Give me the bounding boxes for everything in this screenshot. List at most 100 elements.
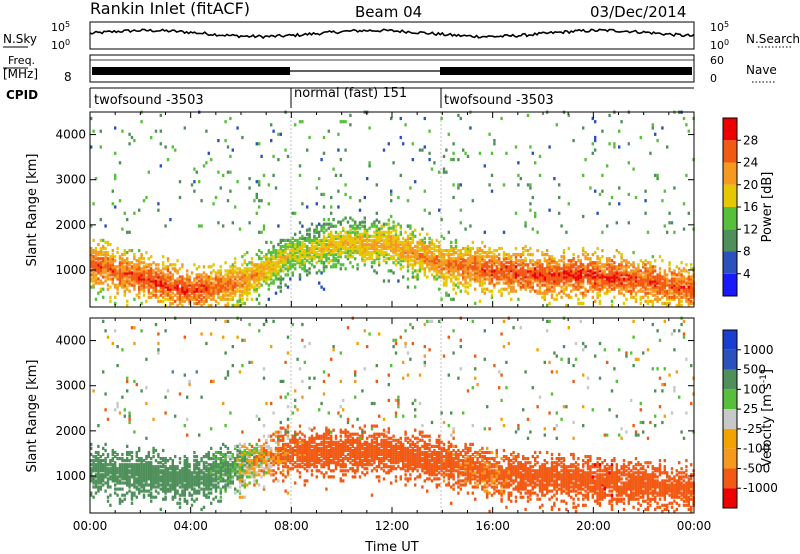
heatmap-cell	[574, 261, 578, 265]
heatmap-cell	[308, 234, 311, 238]
heatmap-cell	[354, 238, 357, 242]
heatmap-cell	[543, 259, 546, 263]
heatmap-cell	[402, 255, 405, 259]
heatmap-cell	[594, 285, 597, 289]
heatmap-cell	[584, 287, 587, 291]
heatmap-cell	[562, 265, 566, 269]
heatmap-cell	[250, 275, 254, 279]
heatmap-cell	[267, 277, 270, 281]
heatmap-cell	[318, 269, 321, 273]
heatmap-cell	[253, 275, 256, 279]
heatmap-cell	[426, 259, 429, 263]
heatmap-cell	[313, 251, 316, 255]
heatmap-cell	[522, 277, 525, 281]
heatmap-cell	[104, 253, 107, 257]
heatmap-cell	[162, 279, 165, 283]
heatmap-cell	[190, 481, 194, 485]
heatmap-cell	[594, 275, 597, 279]
heatmap-cell	[279, 259, 282, 263]
heatmap-cell	[397, 195, 400, 200]
heatmap-cell	[246, 297, 249, 301]
heatmap-cell	[291, 263, 294, 267]
heatmap-cell	[632, 277, 635, 281]
heatmap-cell	[358, 221, 362, 225]
heatmap-cell	[690, 267, 693, 271]
heatmap-cell	[142, 199, 146, 203]
heatmap-cell	[186, 433, 189, 437]
heatmap-cell	[145, 277, 148, 281]
heatmap-cell	[190, 297, 194, 301]
heatmap-cell	[548, 301, 551, 305]
heatmap-cell	[342, 228, 345, 232]
heatmap-cell	[226, 273, 230, 277]
heatmap-cell	[606, 279, 609, 283]
heatmap-cell	[318, 238, 321, 242]
heatmap-cell	[210, 465, 213, 469]
heatmap-cell	[118, 277, 122, 281]
heatmap-cell	[654, 259, 657, 263]
heatmap-cell	[430, 242, 434, 247]
heatmap-cell	[589, 273, 592, 277]
heatmap-cell	[147, 455, 150, 459]
heatmap-cell	[351, 251, 354, 255]
heatmap-cell	[188, 471, 191, 475]
heatmap-cell	[219, 479, 222, 483]
heatmap-cell	[442, 257, 446, 261]
heatmap-cell	[289, 253, 292, 257]
heatmap-cell	[409, 224, 412, 228]
heatmap-cell	[190, 497, 194, 501]
heatmap-cell	[450, 267, 453, 271]
heatmap-cell	[94, 469, 98, 473]
heatmap-cell	[145, 455, 148, 459]
heatmap-cell	[123, 293, 126, 297]
heatmap-cell	[574, 273, 578, 277]
heatmap-cell	[97, 463, 100, 467]
heatmap-cell	[130, 457, 134, 461]
heatmap-cell	[202, 287, 206, 291]
heatmap-cell	[637, 275, 640, 279]
heatmap-cell	[207, 279, 210, 283]
heatmap-cell	[200, 487, 203, 491]
heatmap-cell	[171, 497, 174, 501]
heatmap-cell	[104, 263, 107, 267]
heatmap-cell	[514, 257, 518, 261]
heatmap-cell	[147, 277, 150, 281]
heatmap-cell	[478, 265, 482, 269]
heatmap-cell	[512, 277, 515, 281]
heatmap-cell	[106, 481, 110, 485]
heatmap-cell	[169, 279, 172, 283]
heatmap-cell	[186, 461, 189, 465]
heatmap-cell	[375, 224, 378, 228]
heatmap-cell	[193, 189, 196, 193]
heatmap-cell	[370, 242, 374, 247]
heatmap-cell	[658, 277, 662, 281]
noise-right-label: N.Search	[746, 32, 800, 46]
heatmap-cell	[157, 351, 160, 355]
heatmap-cell	[457, 253, 460, 257]
heatmap-cell	[301, 255, 304, 259]
heatmap-cell	[166, 283, 170, 287]
heatmap-cell	[649, 281, 652, 285]
heatmap-cell	[450, 249, 453, 253]
heatmap-cell	[406, 249, 410, 253]
heatmap-cell	[130, 465, 134, 469]
heatmap-cell	[164, 329, 167, 333]
heatmap-cell	[322, 205, 326, 209]
heatmap-cell	[613, 275, 616, 279]
heatmap-cell	[478, 267, 482, 271]
heatmap-cell	[500, 246, 503, 251]
heatmap-cell	[438, 255, 441, 259]
heatmap-cell	[150, 475, 153, 479]
heatmap-cell	[601, 173, 604, 177]
heatmap-cell	[637, 271, 640, 275]
heatmap-cell	[387, 269, 390, 273]
heatmap-cell	[116, 271, 119, 275]
heatmap-cell	[572, 273, 575, 277]
heatmap-cell	[500, 293, 503, 297]
power-colorbar-label: Power [dB]	[760, 172, 775, 243]
heatmap-cell	[327, 226, 330, 230]
heatmap-cell	[608, 269, 611, 273]
heatmap-cell	[123, 481, 126, 485]
heatmap-cell	[114, 271, 117, 275]
heatmap-cell	[596, 246, 599, 251]
